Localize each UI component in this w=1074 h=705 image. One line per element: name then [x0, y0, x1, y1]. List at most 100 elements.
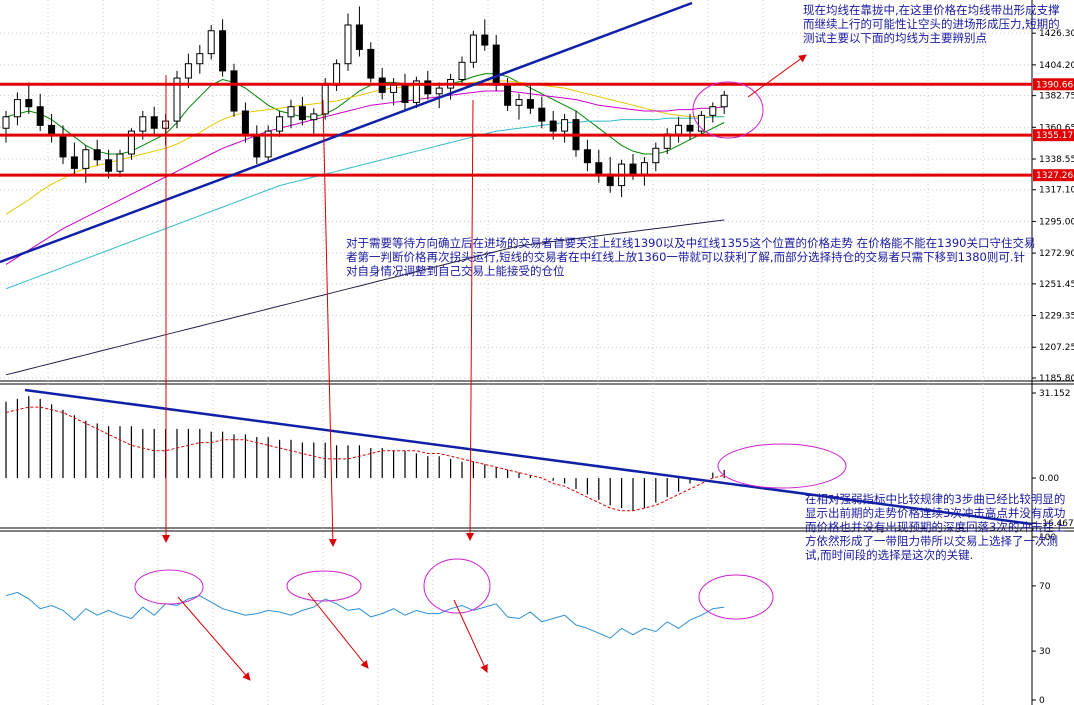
level-label-box — [1033, 129, 1074, 142]
candle-body — [241, 110, 249, 136]
trend-line-macd — [24, 388, 1033, 526]
candle-body — [253, 134, 261, 158]
moving-average-line — [5, 116, 725, 290]
annotation-arrow — [307, 592, 369, 669]
candle-body — [515, 99, 523, 106]
tick-label: 70 — [1039, 582, 1051, 592]
candle-body — [675, 124, 683, 135]
candle-body — [196, 53, 204, 65]
tick-label: 31.152 — [1039, 389, 1071, 399]
highlight-ellipse — [423, 558, 491, 614]
tick-label: 1272.90 — [1039, 249, 1074, 259]
candle-body — [344, 24, 352, 65]
candle-body — [401, 84, 409, 103]
candle-body — [367, 48, 375, 79]
candle-body — [25, 99, 33, 108]
candle-body — [538, 107, 546, 122]
candle-body — [82, 149, 90, 169]
annotation-top: 现在均线在靠拢中,在这里价格在均线带出形成支撑而继续上行的可能性让空头的进场形成… — [803, 3, 1060, 45]
tick-label: 1338.55 — [1039, 155, 1074, 165]
candle-body — [276, 116, 284, 132]
annotation-bottom: 在相对强弱指标中比较规律的3步曲已经比较明显的显示出前期的走势价格连续3次冲击高… — [805, 492, 1066, 562]
candle-body — [36, 106, 44, 126]
tick-label: 1317.10 — [1039, 186, 1074, 196]
highlight-ellipse — [692, 81, 764, 139]
level-label: 1327.26 — [1036, 171, 1073, 181]
tick-label: 1185.80 — [1039, 374, 1074, 384]
candle-body — [686, 124, 694, 132]
candle-body — [595, 162, 603, 175]
price-axis: 1426.30 1404.20 1382.75 1360.65 1338.55 1317.… — [1032, 29, 1074, 705]
level-label-box — [1033, 78, 1074, 91]
drawing-objects — [0, 1, 1033, 681]
candle-body — [481, 34, 489, 46]
candle-body — [333, 63, 341, 86]
candle-body — [70, 156, 78, 169]
level-label-box — [1033, 169, 1074, 182]
tick-label: 1229.35 — [1039, 312, 1074, 322]
candle-body — [504, 84, 512, 106]
candle-body — [287, 106, 295, 118]
candle-body — [652, 147, 660, 164]
candle-body — [184, 63, 192, 79]
macd-panel — [5, 396, 725, 512]
moving-average-line — [5, 219, 725, 376]
tick-label: 1426.30 — [1039, 29, 1074, 39]
tick-label: 1404.20 — [1039, 61, 1074, 71]
tick-label: 100 — [1039, 533, 1056, 543]
candle-body — [207, 30, 215, 55]
candle-body — [458, 61, 466, 80]
candle-body — [13, 99, 21, 118]
candle-body — [116, 153, 124, 172]
annotation-arrow — [466, 99, 475, 541]
tick-label: 1382.75 — [1039, 92, 1074, 102]
candle-body — [139, 116, 147, 132]
candle-body — [720, 94, 728, 108]
candle-body — [526, 99, 534, 109]
candle-body — [93, 149, 101, 161]
macd-signal-line — [5, 406, 725, 512]
candle-body — [150, 116, 158, 129]
candle-body — [2, 116, 10, 129]
candle-body — [298, 106, 306, 121]
tick-label: 1360.65 — [1039, 123, 1074, 133]
moving-average-line — [5, 73, 725, 155]
annotation-arrow — [177, 596, 251, 681]
rsi-panel — [5, 591, 725, 639]
price-panel — [0, 6, 1032, 376]
candle-body — [424, 80, 432, 95]
candle-body — [492, 44, 500, 86]
highlight-ellipse — [134, 569, 204, 605]
level-label: 1355.17 — [1036, 131, 1073, 141]
tick-label: 30 — [1039, 647, 1051, 657]
rsi-line — [5, 591, 725, 639]
highlight-ellipse — [717, 443, 847, 489]
candle-body — [310, 113, 318, 121]
candle-body — [230, 70, 238, 112]
candle-body — [264, 130, 272, 158]
tick-label: 0 — [1039, 696, 1045, 705]
annotation-arrow — [322, 99, 337, 547]
candle-body — [435, 87, 443, 95]
candle-body — [219, 30, 227, 72]
candle-body — [640, 162, 648, 175]
candle-body — [629, 163, 637, 175]
tick-label: 1207.25 — [1039, 343, 1074, 353]
moving-average-line — [5, 90, 725, 265]
candle-body — [561, 119, 569, 132]
candle-body — [583, 149, 591, 164]
candle-body — [127, 130, 135, 155]
tick-label: 1251.45 — [1039, 280, 1074, 290]
candle-body — [709, 106, 717, 116]
candle-body — [173, 77, 181, 122]
tick-label: 1295.00 — [1039, 217, 1074, 227]
annotation-arrow — [453, 599, 488, 673]
candle-body — [549, 120, 557, 132]
tick-label: 0.00 — [1039, 474, 1059, 484]
candle-body — [105, 159, 113, 172]
level-label: 1390.66 — [1036, 80, 1073, 90]
highlight-ellipse — [286, 570, 362, 602]
annotation-middle: 对于需要等待方向确立后在进场的交易者首要关注上红线1390以及中红线1355这个… — [346, 236, 1036, 278]
candle-body — [412, 80, 420, 103]
